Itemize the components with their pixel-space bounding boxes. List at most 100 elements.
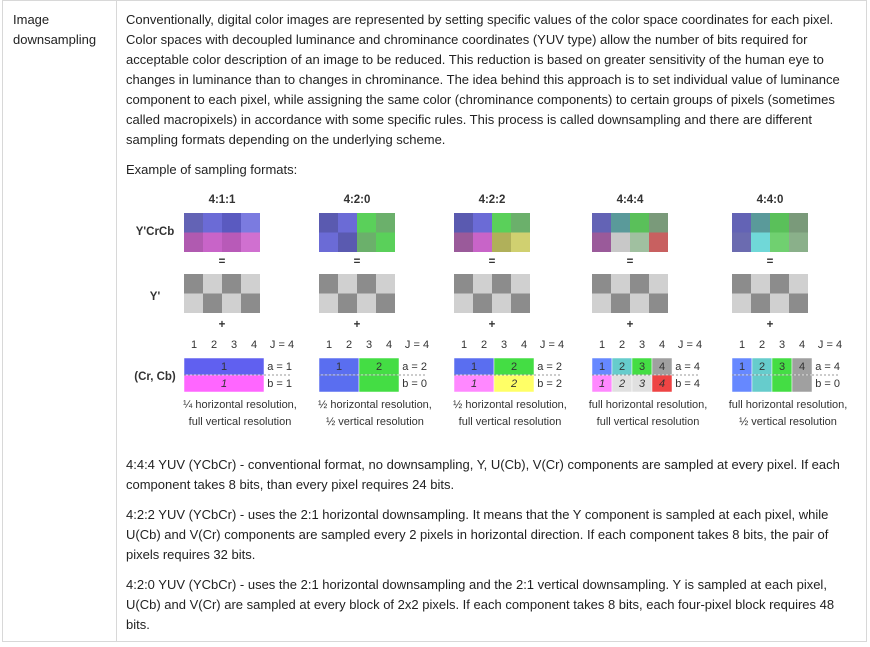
- color-pixel: [492, 232, 511, 252]
- color-pixel: [789, 213, 808, 233]
- a-label: a = 4: [675, 361, 700, 373]
- note: 4:2:0 YUV (YCbCr) - uses the 2:1 horizon…: [126, 577, 835, 632]
- format-caption: full horizontal resolution,: [729, 399, 848, 411]
- luma-pixel: [184, 274, 203, 294]
- luma-pixel: [222, 293, 241, 313]
- color-pixel: [770, 213, 789, 233]
- luma-pixel: [338, 293, 357, 313]
- scale-label: 4: [386, 339, 392, 351]
- luma-pixel: [454, 274, 473, 294]
- color-pixel: [357, 232, 376, 252]
- chroma-label: 1: [471, 361, 477, 373]
- luma-pixel: [357, 274, 376, 294]
- luma-pixel: [473, 274, 492, 294]
- luma-pixel: [611, 274, 630, 294]
- scale-label: J = 4: [818, 339, 842, 351]
- color-pixel: [222, 232, 241, 252]
- plus-sign: +: [354, 319, 361, 331]
- luma-pixel: [592, 293, 611, 313]
- color-pixel: [338, 232, 357, 252]
- b-label: b = 1: [267, 378, 292, 390]
- luma-pixel: [511, 293, 530, 313]
- plus-sign: +: [219, 319, 226, 331]
- scale-label: 1: [739, 339, 745, 351]
- row-label: (Cr, Cb): [134, 371, 176, 383]
- chroma-label: 3: [639, 378, 646, 390]
- a-label: a = 4: [815, 361, 840, 373]
- color-pixel: [454, 232, 473, 252]
- chroma-label: 2: [759, 361, 765, 373]
- scale-label: 3: [366, 339, 372, 351]
- luma-pixel: [630, 293, 649, 313]
- chroma-label: 1: [221, 361, 227, 373]
- color-pixel: [592, 232, 611, 252]
- format-caption: full vertical resolution: [597, 416, 700, 428]
- scale-label: 4: [521, 339, 527, 351]
- chroma-label: 1: [599, 378, 605, 390]
- luma-pixel: [630, 274, 649, 294]
- chroma-label: 1: [471, 378, 477, 390]
- format-title: 4:4:0: [757, 194, 784, 206]
- color-pixel: [184, 213, 203, 233]
- color-pixel: [319, 232, 338, 252]
- color-pixel: [492, 213, 511, 233]
- color-pixel: [222, 213, 241, 233]
- chroma-block: [318, 374, 360, 393]
- color-pixel: [241, 213, 260, 233]
- color-pixel: [732, 232, 751, 252]
- color-pixel: [357, 213, 376, 233]
- scale-label: J = 4: [678, 339, 702, 351]
- equals-sign: =: [767, 256, 774, 268]
- color-pixel: [473, 213, 492, 233]
- example-caption: Example of sampling formats:: [126, 162, 298, 177]
- a-label: a = 2: [402, 361, 427, 373]
- luma-pixel: [789, 274, 808, 294]
- color-pixel: [473, 232, 492, 252]
- luma-pixel: [592, 274, 611, 294]
- a-label: a = 2: [537, 361, 562, 373]
- scale-label: J = 4: [540, 339, 564, 351]
- equals-sign: =: [489, 256, 496, 268]
- luma-pixel: [649, 274, 668, 294]
- color-pixel: [241, 232, 260, 252]
- color-pixel: [630, 232, 649, 252]
- chroma-label: 2: [511, 361, 517, 373]
- scale-label: 1: [326, 339, 332, 351]
- luma-pixel: [649, 293, 668, 313]
- equals-sign: =: [219, 256, 226, 268]
- luma-pixel: [203, 274, 222, 294]
- scale-label: 4: [799, 339, 805, 351]
- color-pixel: [203, 232, 222, 252]
- chroma-label: 3: [779, 361, 785, 373]
- luma-pixel: [751, 274, 770, 294]
- format-caption: ½ horizontal resolution,: [453, 399, 567, 411]
- chroma-label: 4: [659, 361, 665, 373]
- scale-label: J = 4: [405, 339, 429, 351]
- row-label: Y': [150, 291, 161, 303]
- color-pixel: [454, 213, 473, 233]
- luma-pixel: [319, 293, 338, 313]
- chroma-label: 1: [599, 361, 605, 373]
- color-pixel: [376, 232, 395, 252]
- scale-label: 1: [599, 339, 605, 351]
- scale-label: 4: [251, 339, 257, 351]
- chroma-label: 1: [739, 361, 745, 373]
- format-title: 4:4:4: [617, 194, 644, 206]
- color-pixel: [184, 232, 203, 252]
- chroma-label: 3: [639, 361, 645, 373]
- chroma-label: 2: [618, 378, 625, 390]
- color-pixel: [611, 232, 630, 252]
- luma-pixel: [376, 274, 395, 294]
- luma-pixel: [473, 293, 492, 313]
- chroma-block: [358, 374, 400, 393]
- equals-sign: =: [354, 256, 361, 268]
- scale-label: 3: [639, 339, 645, 351]
- row-label: Y'CrCb: [136, 226, 175, 238]
- chroma-block: [771, 374, 793, 393]
- color-pixel: [751, 213, 770, 233]
- chroma-label: 1: [221, 378, 227, 390]
- chroma-label: 1: [336, 361, 342, 373]
- luma-pixel: [357, 293, 376, 313]
- luma-pixel: [732, 293, 751, 313]
